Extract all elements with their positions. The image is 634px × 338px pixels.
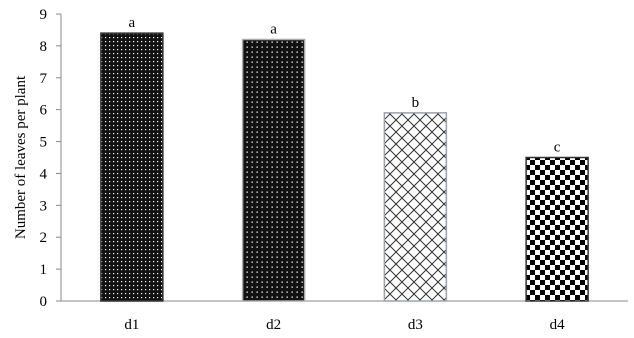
- y-tick-label: 8: [40, 39, 48, 55]
- bar-d1: [100, 32, 164, 302]
- y-tick-label: 5: [40, 135, 48, 151]
- y-ticks: 0 1 2 3 4 5 6 7 8 9: [40, 7, 61, 310]
- y-tick-label: 1: [40, 262, 48, 278]
- data-label-d4: c: [554, 140, 561, 156]
- y-tick-label: 6: [40, 103, 48, 119]
- y-tick-label: 2: [40, 230, 48, 246]
- y-tick-label: 0: [40, 294, 48, 310]
- bar-d3: [383, 112, 448, 302]
- y-axis-title: Number of leaves per plant: [13, 75, 29, 239]
- y-tick-label: 4: [40, 166, 48, 182]
- data-label-d1: a: [129, 15, 136, 31]
- x-tick-labels: d1 d2 d3 d4: [124, 317, 565, 333]
- data-label-d3: b: [412, 95, 420, 111]
- bar-d4: [525, 156, 589, 302]
- y-tick-label: 7: [40, 71, 48, 87]
- y-tick-label: 9: [40, 7, 48, 23]
- bars: [100, 32, 589, 302]
- x-tick-label-d3: d3: [408, 317, 423, 333]
- data-label-d2: a: [270, 22, 277, 38]
- data-labels: a a b c: [129, 15, 561, 155]
- bar-d2: [241, 38, 306, 302]
- x-tick-label-d2: d2: [266, 317, 281, 333]
- y-tick-label: 3: [40, 198, 48, 214]
- x-tick-label-d4: d4: [550, 317, 566, 333]
- x-tick-label-d1: d1: [124, 317, 139, 333]
